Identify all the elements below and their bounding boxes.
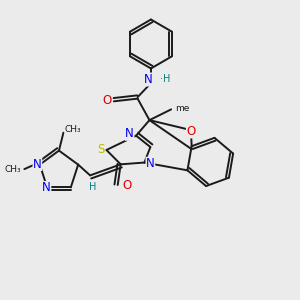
Text: CH₃: CH₃: [65, 125, 82, 134]
Text: O: O: [103, 94, 112, 107]
Text: H: H: [89, 182, 96, 192]
Text: N: N: [144, 73, 152, 86]
Text: N: N: [42, 182, 51, 194]
Text: ·H: ·H: [160, 74, 170, 84]
Text: S: S: [98, 143, 105, 156]
Text: N: N: [146, 157, 155, 170]
Text: N: N: [125, 128, 134, 140]
Text: O: O: [122, 179, 131, 192]
Text: N: N: [33, 158, 42, 170]
Text: CH₃: CH₃: [5, 165, 21, 174]
Text: O: O: [186, 125, 196, 138]
Text: me: me: [175, 104, 189, 113]
